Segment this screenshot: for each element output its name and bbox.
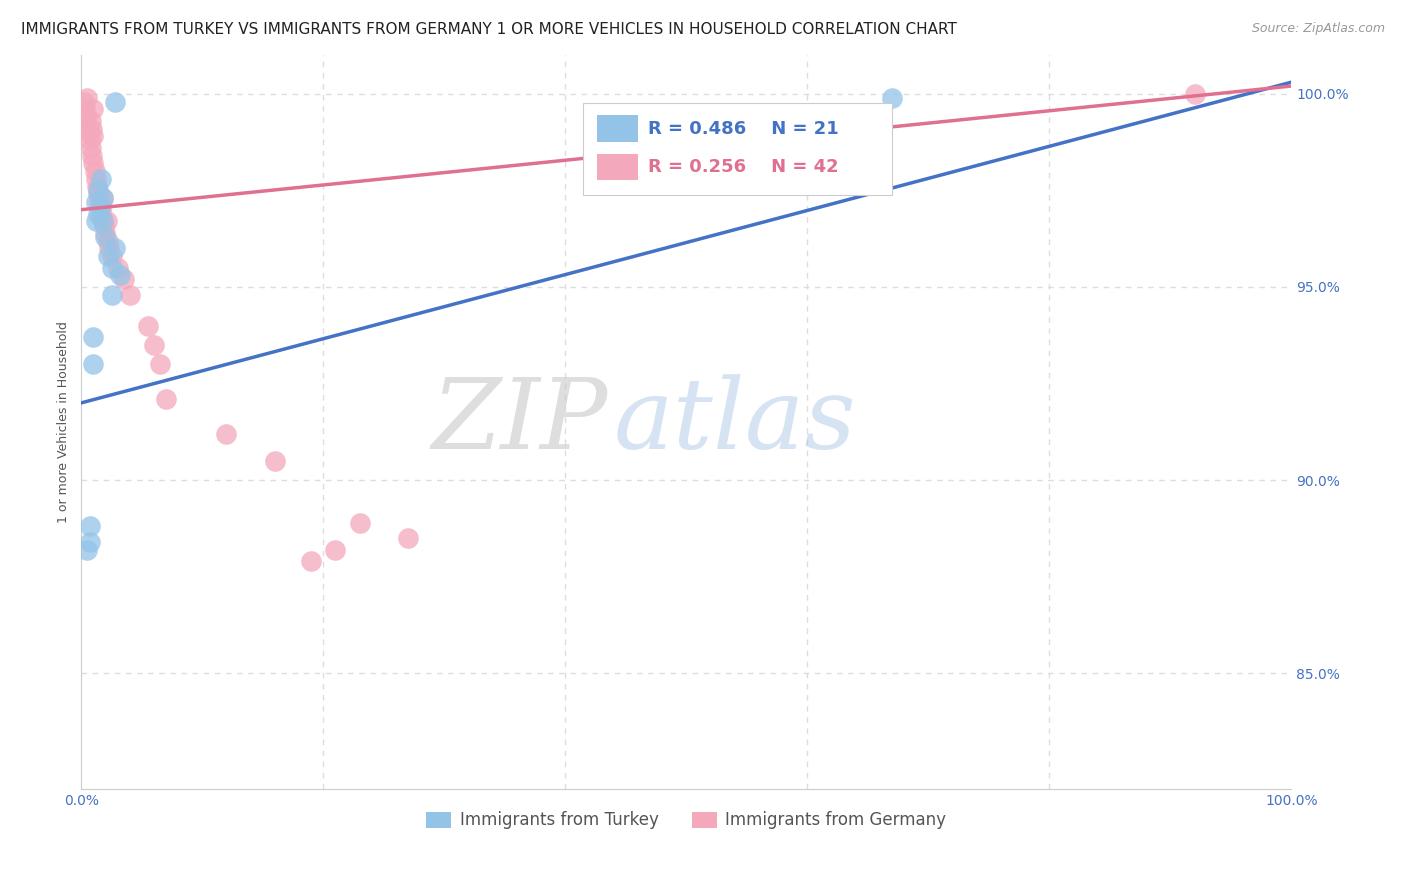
Point [299,554,322,568]
Point [87,187,110,202]
Point [880,90,903,104]
Point [82,357,104,371]
Point [76,90,98,104]
Point [136,318,159,333]
Point [264,454,287,468]
FancyBboxPatch shape [596,153,638,180]
Point [396,531,419,545]
Point [97,234,120,248]
Point [149,357,172,371]
Point [91,191,114,205]
Point [112,272,135,286]
Point [86,179,108,194]
Point [87,206,110,220]
Point [80,141,103,155]
Point [80,113,103,128]
Point [84,214,107,228]
Point [75,110,97,124]
Text: atlas: atlas [613,375,856,470]
Point [91,214,114,228]
Point [87,183,110,197]
Point [215,426,238,441]
Point [98,241,121,255]
Point [79,535,101,549]
Text: R = 0.486    N = 21: R = 0.486 N = 21 [648,120,838,137]
FancyBboxPatch shape [583,103,891,194]
Point [84,171,107,186]
Text: Source: ZipAtlas.com: Source: ZipAtlas.com [1251,22,1385,36]
Point [96,214,118,228]
Y-axis label: 1 or more Vehicles in Household: 1 or more Vehicles in Household [58,321,70,523]
Point [90,202,112,217]
Point [1184,87,1206,101]
Text: ZIP: ZIP [432,375,607,470]
Point [97,249,120,263]
Point [93,218,115,232]
Point [90,211,112,225]
Point [349,516,371,530]
Text: IMMIGRANTS FROM TURKEY VS IMMIGRANTS FROM GERMANY 1 OR MORE VEHICLES IN HOUSEHOL: IMMIGRANTS FROM TURKEY VS IMMIGRANTS FRO… [21,22,957,37]
Point [142,338,165,352]
Point [91,191,114,205]
Point [83,164,105,178]
Point [82,156,104,170]
Point [94,226,117,240]
Point [82,148,104,162]
Point [100,260,122,275]
Point [82,330,104,344]
Point [94,229,117,244]
Point [73,95,96,109]
Text: R = 0.256    N = 42: R = 0.256 N = 42 [648,158,838,176]
Point [104,241,127,255]
Point [82,102,104,116]
Point [118,287,141,301]
Point [73,102,96,116]
Legend: Immigrants from Turkey, Immigrants from Germany: Immigrants from Turkey, Immigrants from … [420,805,953,836]
Point [89,194,111,209]
Point [155,392,177,406]
Point [325,542,347,557]
Point [84,194,107,209]
Point [90,199,112,213]
Point [76,118,98,132]
Point [77,125,100,139]
Point [90,171,112,186]
FancyBboxPatch shape [596,115,638,142]
Point [76,542,98,557]
Point [108,268,131,283]
Point [104,95,127,109]
Point [79,519,101,533]
Point [82,121,104,136]
Point [79,133,101,147]
Point [82,129,104,144]
Point [100,249,122,263]
Point [100,287,122,301]
Point [107,260,129,275]
